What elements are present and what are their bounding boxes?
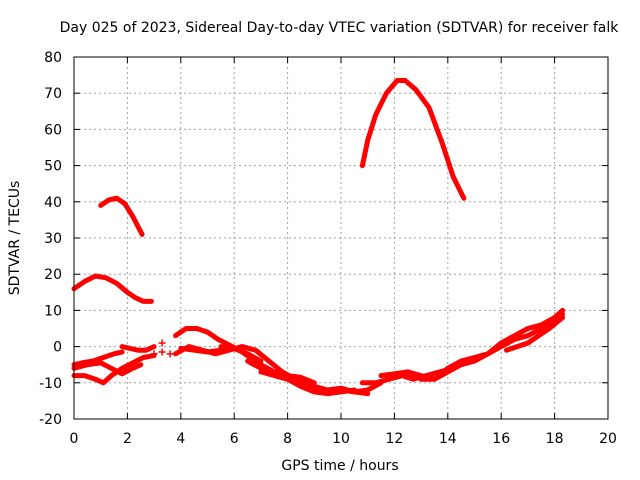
y-tick-label: 40	[44, 195, 62, 211]
series-low-a	[71, 349, 125, 368]
series-low-c	[71, 360, 144, 377]
data-series	[71, 78, 566, 397]
y-tick-label: 10	[44, 303, 62, 319]
plus-marker	[166, 350, 174, 358]
chart-title: Day 025 of 2023, Sidereal Day-to-day VTE…	[60, 20, 620, 36]
y-axis-label: SDTVAR / TECUs	[7, 181, 23, 296]
series-low-h	[218, 344, 317, 386]
axis-ticks: 0 2 4 6 8 10 12 14 16 18 20 -20 -10 0 10 20 30 40 50 60 70 80	[39, 50, 617, 447]
x-tick-label: 14	[439, 431, 457, 447]
plus-marker	[158, 348, 166, 356]
y-tick-label: 50	[44, 159, 62, 175]
series-low-k	[285, 373, 384, 395]
x-tick-label: 4	[176, 431, 185, 447]
x-tick-label: 0	[70, 431, 79, 447]
series-low-j	[258, 369, 357, 397]
series-arc-high-early	[98, 195, 145, 237]
x-tick-label: 12	[385, 431, 403, 447]
y-tick-label: 20	[44, 267, 62, 283]
x-tick-label: 18	[546, 431, 564, 447]
series-low-b	[71, 353, 157, 386]
y-tick-label: 60	[44, 122, 62, 138]
x-axis-label: GPS time / hours	[281, 458, 398, 474]
plus-marker	[158, 339, 166, 347]
x-tick-label: 10	[332, 431, 350, 447]
x-tick-label: 2	[123, 431, 132, 447]
plus-markers	[150, 339, 174, 358]
y-tick-label: -10	[39, 376, 62, 392]
y-tick-label: 0	[53, 340, 62, 356]
series-arc-mid-early	[71, 273, 154, 304]
x-tick-label: 6	[230, 431, 239, 447]
series-low-d	[119, 344, 157, 353]
y-tick-label: -20	[39, 412, 62, 428]
y-tick-label: 30	[44, 231, 62, 247]
series-low-n	[405, 311, 566, 382]
y-tick-label: 80	[44, 50, 62, 66]
y-tick-label: 70	[44, 86, 62, 102]
x-tick-label: 20	[599, 431, 617, 447]
x-tick-label: 8	[283, 431, 292, 447]
series-low-o	[504, 315, 566, 353]
plus-marker	[150, 350, 158, 358]
series-arc-peak	[359, 78, 467, 201]
x-tick-label: 16	[492, 431, 510, 447]
